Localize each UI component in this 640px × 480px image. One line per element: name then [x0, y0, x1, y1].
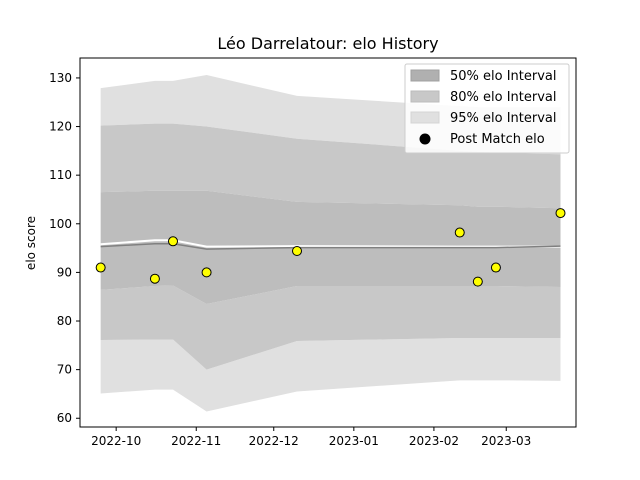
x-axis-ticks: 2022-10 2022-11 2022-12 2023-01 2023-02 2023-… [91, 427, 531, 448]
legend-swatch [410, 69, 440, 82]
post-match-point [472, 276, 483, 287]
y-tick-label: 90 [57, 265, 72, 279]
y-tick-label: 120 [49, 120, 72, 134]
legend-label: 80% elo Interval [450, 90, 557, 105]
chart-title: Léo Darrelatour: elo History [217, 34, 438, 53]
post-match-point [149, 273, 160, 284]
y-tick-label: 60 [57, 411, 72, 425]
x-tick-label: 2023-01 [329, 434, 379, 448]
y-axis-label: elo score [24, 216, 38, 270]
y-tick-label: 100 [49, 217, 72, 231]
legend-marker [419, 133, 431, 145]
legend-label: Post Match elo [450, 132, 545, 147]
x-tick-label: 2022-12 [249, 434, 299, 448]
y-axis-ticks: 60 70 80 90 100 110 120 130 [49, 71, 80, 425]
post-match-point [95, 262, 106, 273]
x-tick-label: 2023-03 [481, 434, 531, 448]
post-match-point [490, 262, 501, 273]
band-80-lower [100, 285, 561, 370]
post-match-point [168, 236, 178, 247]
x-tick-label: 2022-10 [91, 434, 141, 448]
x-tick-label: 2022-11 [171, 434, 221, 448]
legend-swatch [410, 90, 440, 103]
legend: 50% elo Interval 80% elo Interval 95% elo … [404, 63, 570, 154]
band-80-upper [100, 123, 561, 209]
interval-bands [100, 75, 561, 412]
post-match-points [95, 208, 566, 287]
y-tick-label: 110 [49, 168, 72, 182]
legend-label: 95% elo Interval [450, 111, 557, 126]
band-95-lower [100, 338, 561, 412]
x-tick-label: 2023-02 [409, 434, 459, 448]
legend-box [404, 63, 570, 154]
post-match-point [292, 246, 302, 257]
y-tick-label: 80 [57, 314, 72, 328]
y-tick-label: 130 [49, 71, 72, 85]
post-match-point [555, 208, 566, 219]
y-tick-label: 70 [57, 363, 72, 377]
legend-label: 50% elo Interval [450, 69, 557, 84]
plot-frame [79, 57, 577, 428]
post-match-point [201, 267, 212, 278]
legend-swatch [410, 111, 440, 124]
post-match-point [454, 227, 465, 238]
